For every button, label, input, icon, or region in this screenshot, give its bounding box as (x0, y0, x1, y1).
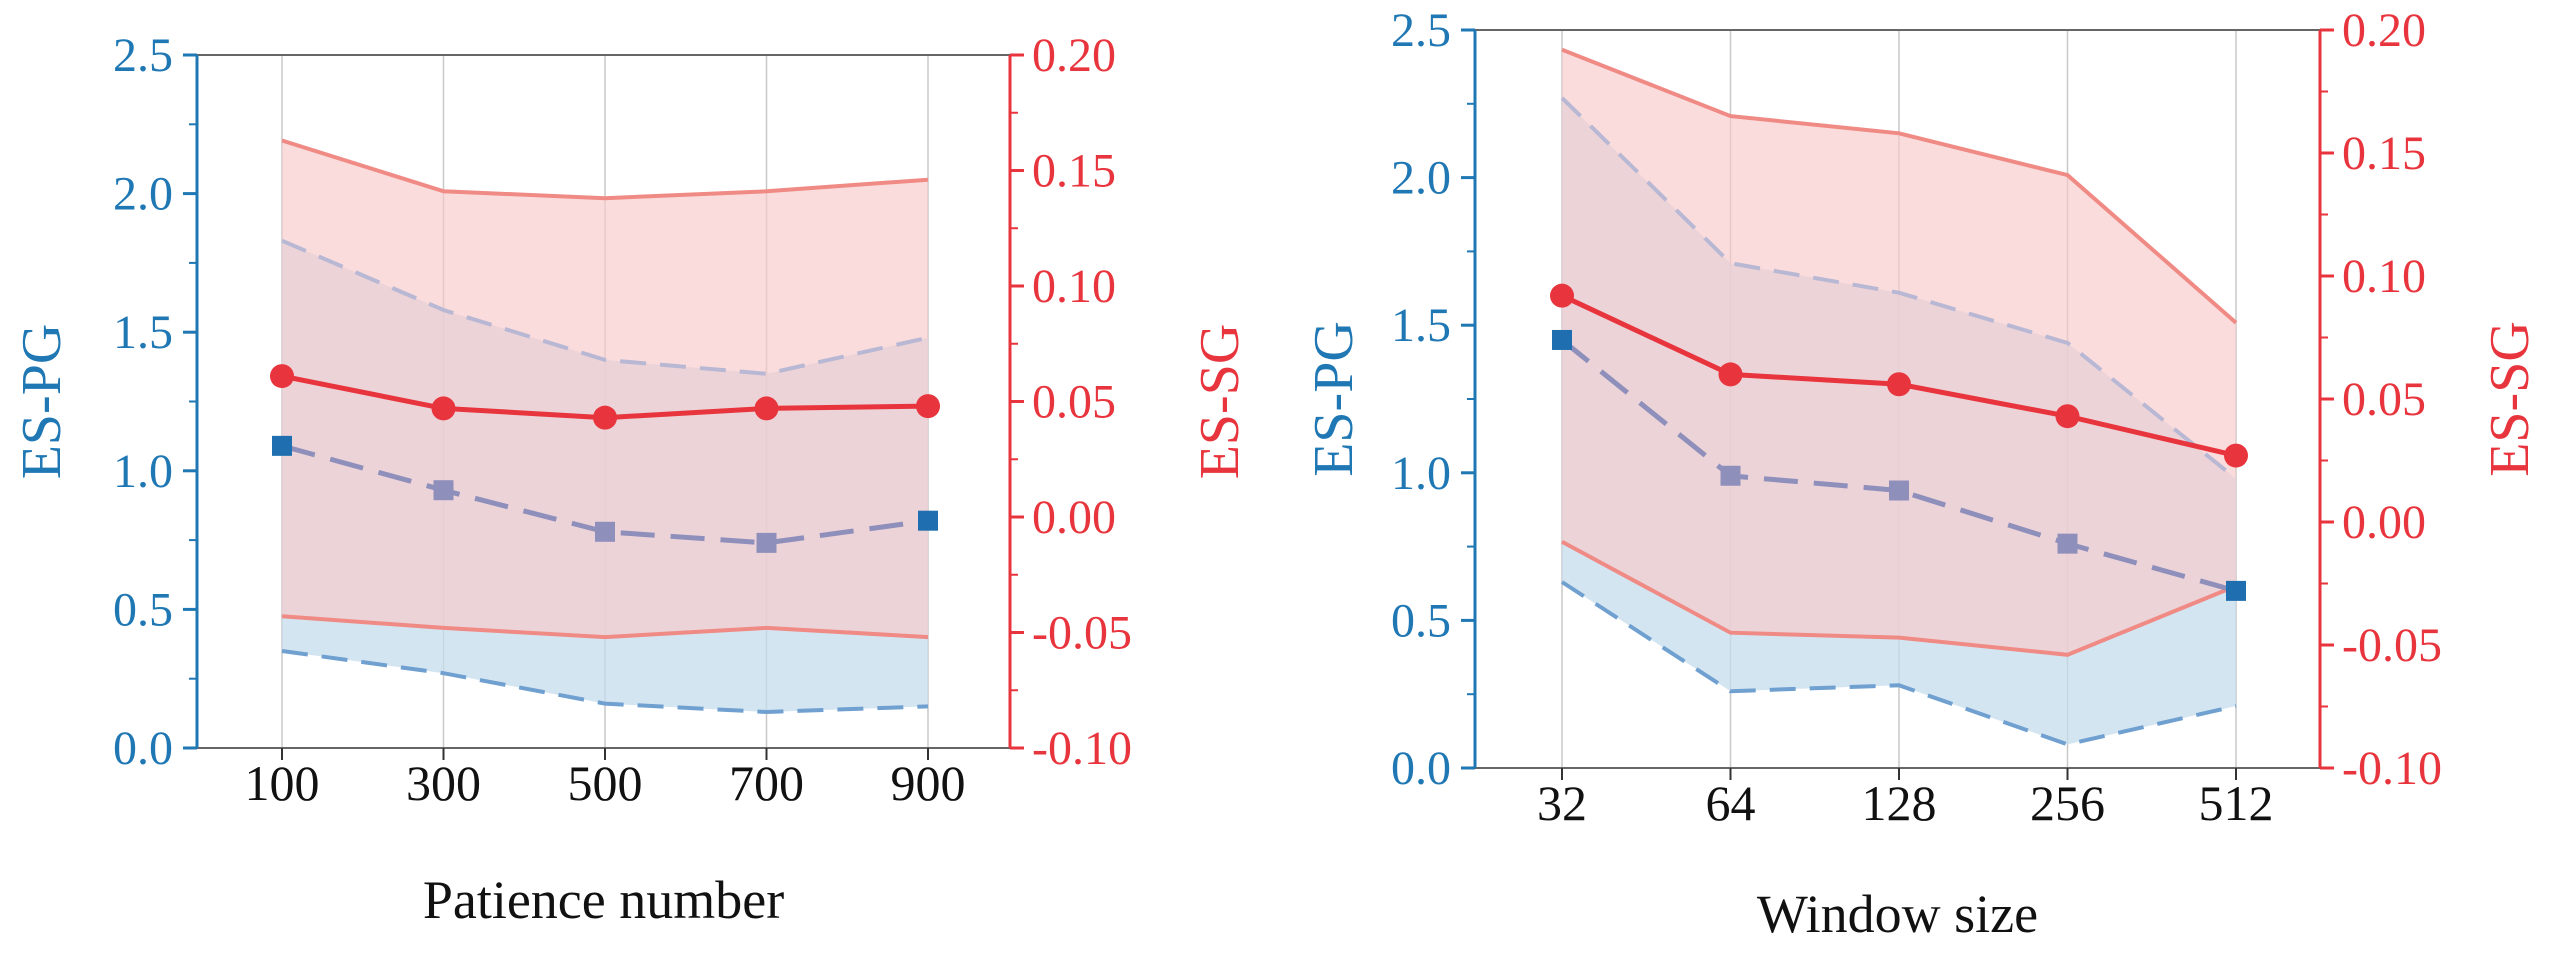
es-pg-point (272, 435, 292, 456)
right-tick-label: 0.10 (2342, 250, 2426, 303)
es-sg-point (754, 396, 779, 421)
es-pg-point (1889, 480, 1909, 501)
x-axis-title: Window size (1757, 884, 2038, 944)
es-pg-line (1560, 338, 2237, 594)
es-pg-band-lower-edge (281, 649, 929, 715)
left-tick-label: 0.5 (113, 583, 173, 636)
right-tick-label: 0.00 (2342, 496, 2426, 549)
x-tick-label: 700 (729, 755, 804, 811)
es-pg-line (281, 443, 929, 546)
es-sg-point (431, 396, 456, 421)
right-tick-label: -0.05 (2342, 619, 2442, 672)
right-axis-title: ES-SG (2479, 321, 2541, 477)
es-pg-band-upper-edge (1560, 96, 2238, 481)
es-sg-band (1562, 49, 2236, 655)
left-tick-label: 0.0 (113, 722, 173, 775)
es-pg-point (433, 480, 454, 501)
x-tick-label: 64 (1706, 775, 1756, 831)
x-tick-label: 100 (245, 755, 320, 811)
es-pg-point (2226, 580, 2246, 601)
left-axis-title: ES-PG (11, 324, 73, 480)
es-sg-point (2224, 443, 2248, 468)
x-tick-label: 900 (891, 755, 966, 811)
x-tick-label: 500 (568, 755, 643, 811)
es-pg-point (2057, 533, 2078, 554)
right-tick-label: 0.00 (1032, 491, 1116, 544)
es-sg-point (593, 405, 617, 430)
right-tick-label: 0.10 (1032, 260, 1116, 313)
x-axis-title: Patience number (423, 870, 784, 930)
es-sg-band-lower-edge (281, 614, 929, 640)
left-tick-label: 2.5 (113, 29, 173, 82)
right-tick-label: 0.20 (1032, 29, 1116, 82)
es-pg-band-upper-edge (281, 238, 929, 376)
es-pg-point (1720, 465, 1741, 486)
right-tick-label: 0.20 (2342, 4, 2426, 57)
es-pg-point (756, 532, 777, 553)
es-sg-point (2055, 404, 2080, 429)
x-tick-label: 256 (2030, 775, 2105, 831)
right-tick-label: 0.05 (2342, 373, 2426, 426)
es-pg-point (1552, 329, 1572, 350)
chart-panel-1: 0.0 0.5 1.0 1.5 2.0 2.5 -0.10 -0.05 0.00 0.05 0.10… (11, 29, 1251, 930)
es-pg-band-lower-edge (1560, 580, 2237, 747)
right-tick-label: 0.15 (1032, 145, 1116, 198)
right-tick-label: -0.10 (2342, 742, 2442, 795)
es-pg-point (918, 510, 938, 531)
es-sg-point (1887, 372, 1911, 397)
left-tick-label: 1.0 (113, 445, 173, 498)
es-sg-band (282, 140, 928, 638)
right-tick-label: 0.05 (1032, 376, 1116, 429)
left-axis-title: ES-PG (1303, 321, 1365, 477)
es-sg-band-lower-edge (1561, 539, 2237, 657)
left-tick-label: 1.5 (113, 306, 173, 359)
chart-panel-2: 0.0 0.5 1.0 1.5 2.0 2.5 -0.10 -0.05 0.00 0.05 0.10… (1303, 4, 2541, 944)
x-tick-label: 32 (1537, 775, 1587, 831)
x-tick-label: 300 (406, 755, 481, 811)
es-sg-point (1718, 362, 1743, 387)
right-tick-label: 0.15 (2342, 127, 2426, 180)
es-sg-band-upper-edge (281, 138, 929, 201)
right-tick-label: -0.05 (1032, 607, 1132, 660)
left-tick-label: 0.0 (1391, 742, 1451, 795)
es-sg-band-upper-edge (1561, 47, 2238, 325)
right-tick-label: -0.10 (1032, 722, 1132, 775)
left-tick-label: 2.5 (1391, 4, 1451, 57)
es-sg-point (1550, 283, 1574, 308)
es-sg-point (270, 364, 294, 389)
left-tick-label: 0.5 (1391, 594, 1451, 647)
es-sg-point (916, 394, 940, 419)
left-tick-label: 1.0 (1391, 447, 1451, 500)
es-pg-point (595, 521, 615, 542)
x-tick-label: 512 (2199, 775, 2274, 831)
left-tick-label: 2.0 (1391, 152, 1451, 205)
x-tick-label: 128 (1862, 775, 1937, 831)
left-tick-label: 2.0 (113, 168, 173, 221)
right-axis-title: ES-SG (1189, 324, 1251, 480)
left-tick-label: 1.5 (1391, 299, 1451, 352)
